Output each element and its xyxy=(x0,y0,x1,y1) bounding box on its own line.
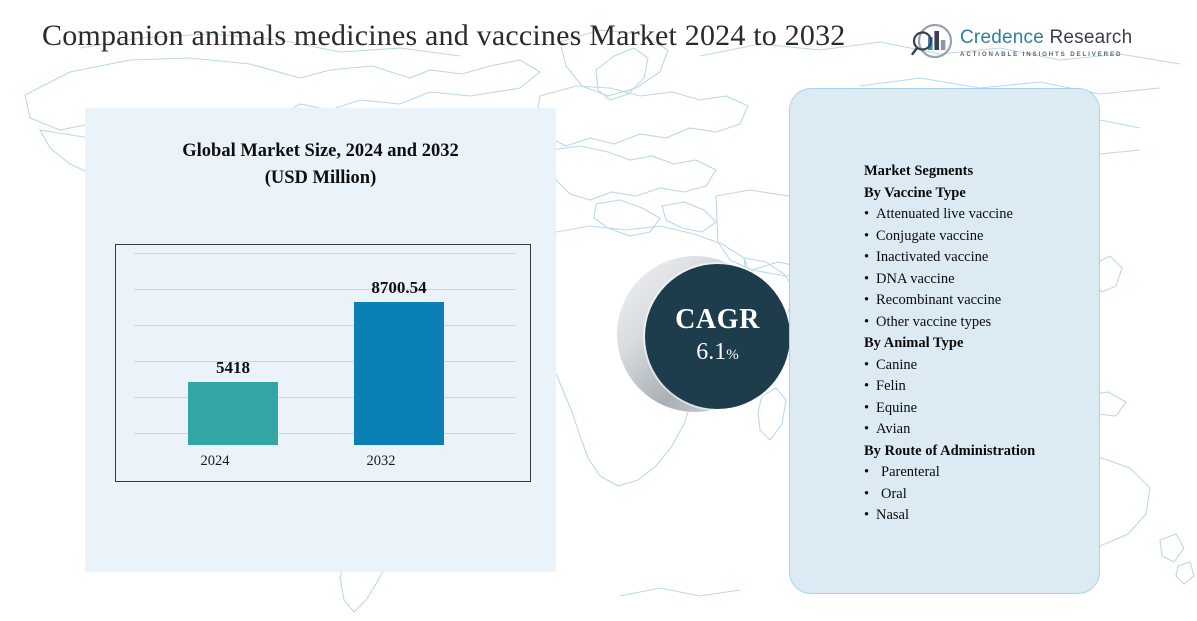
segment-item-label: Attenuated live vaccine xyxy=(876,206,1013,222)
segment-item[interactable]: • Other vaccine types xyxy=(864,312,1104,334)
segment-item-label: Canine xyxy=(876,356,918,373)
segment-item-label: Nasal xyxy=(876,507,910,523)
segment-item[interactable]: • Felin xyxy=(864,376,1104,398)
logo-company-name: Credence Research xyxy=(960,26,1133,48)
cagr-percent-sign: % xyxy=(726,346,739,363)
bullet-icon: • xyxy=(864,356,870,373)
segment-item[interactable]: • Canine xyxy=(864,355,1104,377)
category-label-2024: 2024 xyxy=(200,453,230,469)
gridline xyxy=(134,325,516,326)
category-label-2032: 2032 xyxy=(366,453,396,469)
segment-item-label: Felin xyxy=(876,378,906,394)
segment-item[interactable]: • Conjugate vaccine xyxy=(864,226,1104,248)
market-size-chart-panel: Global Market Size, 2024 and 2032 (USD M… xyxy=(85,108,556,572)
bullet-icon: • xyxy=(864,378,870,394)
segment-item[interactable]: • Parenteral xyxy=(864,462,1104,484)
cagr-circle: CAGR 6.1% xyxy=(645,264,790,409)
logo-name-part2: Research xyxy=(1049,26,1133,48)
plot-area: 5418 8700.54 xyxy=(134,253,516,445)
bar-2032[interactable] xyxy=(354,302,444,445)
segment-item-label: Parenteral xyxy=(881,464,940,480)
bullet-icon: • xyxy=(864,421,870,437)
bullet-icon: • xyxy=(864,399,870,416)
gridline xyxy=(134,289,516,290)
gridline xyxy=(134,253,516,254)
logo-text: Credence Research Actionable Insights De… xyxy=(960,26,1133,59)
segment-item-label: Other vaccine types xyxy=(876,313,992,330)
logo-tagline: Actionable Insights Delivered xyxy=(960,50,1123,58)
segment-item[interactable]: • Inactivated vaccine xyxy=(864,247,1104,269)
bullet-icon: • xyxy=(864,485,870,502)
gridline xyxy=(134,361,516,362)
segment-item[interactable]: • Oral xyxy=(864,484,1104,506)
segment-item[interactable]: • Recombinant vaccine xyxy=(864,290,1104,312)
bar-chart-magnifier-icon xyxy=(910,21,954,65)
segment-item-label: Avian xyxy=(876,421,911,437)
segment-item[interactable]: • Nasal xyxy=(864,505,1104,527)
chart-title-line1: Global Market Size, 2024 and 2032 xyxy=(182,141,459,161)
segment-item-label: Oral xyxy=(881,485,907,502)
segment-group-heading-route-of-administration: By Route of Administration xyxy=(864,442,1036,459)
segment-item-label: Conjugate vaccine xyxy=(876,227,984,244)
segment-group-heading-vaccine-type: By Vaccine Type xyxy=(864,184,966,201)
segment-group-heading-animal-type: By Animal Type xyxy=(864,335,964,351)
segment-item-label: DNA vaccine xyxy=(876,270,955,287)
bullet-icon: • xyxy=(864,507,870,523)
bullet-icon: • xyxy=(864,227,870,244)
brand-logo[interactable]: Credence Research Actionable Insights De… xyxy=(910,17,1132,69)
segments-title: Market Segments xyxy=(864,163,974,179)
chart-title: Global Market Size, 2024 and 2032 (USD M… xyxy=(85,138,556,192)
cagr-value: 6.1% xyxy=(696,337,739,370)
bar-2024[interactable] xyxy=(188,382,278,445)
chart-plot-frame: 5418 8700.54 2024 2032 xyxy=(115,244,531,482)
segment-item[interactable]: • Avian xyxy=(864,419,1104,441)
gridline xyxy=(134,397,516,398)
bullet-icon: • xyxy=(864,292,870,308)
logo-name-part1: Credence xyxy=(960,26,1044,48)
segment-item-label: Recombinant vaccine xyxy=(876,292,1002,308)
segment-item-label: Equine xyxy=(876,399,918,416)
segment-item-label: Inactivated vaccine xyxy=(876,249,989,265)
bullet-icon: • xyxy=(864,249,870,265)
cagr-badge: CAGR 6.1% xyxy=(617,256,793,414)
segment-item[interactable]: • Attenuated live vaccine xyxy=(864,204,1104,226)
segment-item[interactable]: • DNA vaccine xyxy=(864,269,1104,291)
cagr-number: 6.1 xyxy=(696,338,727,365)
chart-title-line2: (USD Million) xyxy=(264,168,377,188)
bar-value-2032: 8700.54 xyxy=(371,278,427,297)
segment-item[interactable]: • Equine xyxy=(864,398,1104,420)
market-segments-panel: Market Segments By Vaccine Type • Attenua… xyxy=(789,88,1100,594)
bullet-icon: • xyxy=(864,206,870,222)
bullet-icon: • xyxy=(864,313,870,330)
page-title: Companion animals medicines and vaccines… xyxy=(42,19,846,52)
bar-value-2024: 5418 xyxy=(216,358,250,377)
cagr-label: CAGR xyxy=(675,303,760,335)
segments-list: Market Segments By Vaccine Type • Attenua… xyxy=(864,161,1104,527)
gridline xyxy=(134,433,516,434)
bullet-icon: • xyxy=(864,464,870,480)
bullet-icon: • xyxy=(864,270,870,287)
